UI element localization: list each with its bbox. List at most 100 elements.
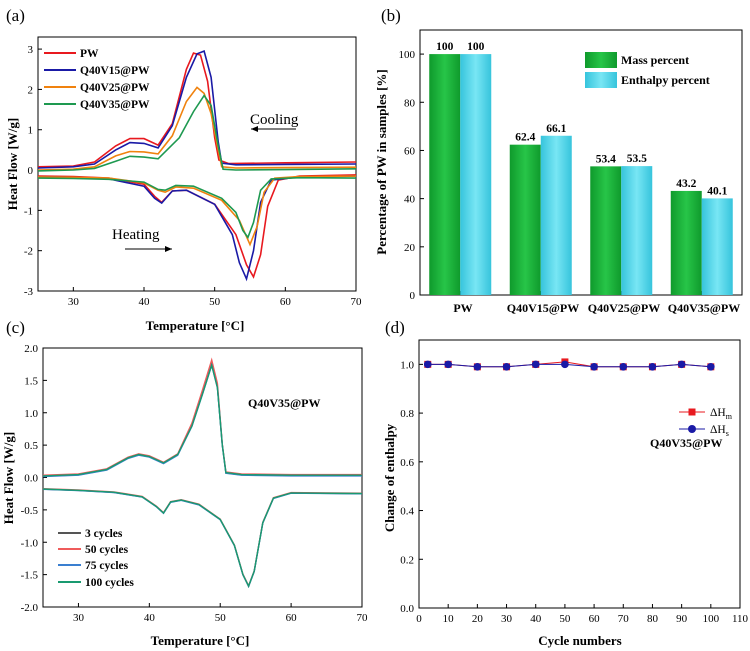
panel-c-y-tick-label: 2.0 — [24, 343, 38, 355]
panel-b-y-tick-label: 0 — [410, 290, 416, 302]
panel-b-bar-enthalpy-0 — [460, 54, 492, 295]
panel-c-cooling-curve-1 — [42, 357, 362, 476]
panel-a-x-tick-label: 60 — [280, 296, 292, 308]
panel-c: (c) 30 40 50 60 70 -2.0 -1.5 -1.0 -0.5 0.0 0.5 1.0 1… — [1, 318, 368, 648]
legend-d-dhm-name: ΔH — [710, 407, 726, 419]
panel-c-y-tick-label: -0.5 — [21, 505, 39, 517]
panel-a-heating-curve-1 — [37, 175, 357, 282]
panel-b-bar-value-label: 53.4 — [596, 153, 616, 165]
legend-c-label-50: 50 cycles — [85, 544, 129, 556]
panel-d-y-tick-label: 0.2 — [400, 554, 414, 566]
panel-a-heating-curve-3 — [37, 176, 357, 240]
panel-d-point-dhs — [423, 360, 432, 369]
panel-b-category-pw: PW — [453, 301, 472, 315]
panel-b-category-q40v25: Q40V25@PW — [588, 301, 661, 315]
legend-b-swatch-mass — [585, 52, 617, 68]
panel-b-bar-value-label: 53.5 — [627, 153, 647, 165]
panel-a-y-tick-label: -1 — [24, 205, 33, 217]
legend-b-label-enthalpy: Enthalpy percent — [621, 73, 710, 87]
panel-b-bar-enthalpy-3 — [701, 198, 733, 295]
panel-d-x-tick-label: 100 — [703, 613, 720, 625]
panel-b-y-tick-label: 100 — [399, 49, 416, 61]
panel-c-ticks: 30 40 50 60 70 -2.0 -1.5 -1.0 -0.5 0.0 0.5 1.0 1.5 2.… — [21, 343, 368, 624]
legend-c-label-3: 3 cycles — [85, 528, 123, 540]
panel-a-x-tick-label: 40 — [139, 296, 151, 308]
panel-a-label: (a) — [6, 6, 25, 25]
panel-c-y-tick-label: 0.0 — [24, 473, 38, 485]
legend-b-label-mass: Mass percent — [621, 53, 689, 67]
panel-d-point-dhs — [590, 363, 598, 371]
panel-c-cooling-curve-0 — [42, 361, 362, 477]
panel-c-y-axis-title: Heat Flow [W/g] — [1, 432, 16, 524]
panel-b-bar-value-label: 62.4 — [515, 132, 535, 144]
panel-d-point-dhs — [502, 363, 511, 371]
panel-d-y-axis-title: Change of enthalpy — [382, 423, 397, 532]
legend-d-dhs-sub: s — [726, 429, 729, 438]
panel-b-bar-value-label: 40.1 — [707, 185, 727, 197]
legend-d-label-dhs: ΔHs — [710, 424, 729, 438]
panel-c-y-tick-label: -2.0 — [21, 602, 39, 614]
panel-b-bar-enthalpy-2 — [621, 166, 653, 295]
panel-b-bars: 100 100 62.4 66.1 53.4 53.5 43.2 40.1 — [429, 41, 733, 295]
panel-a-y-tick-label: 0 — [28, 165, 34, 177]
panel-c-y-tick-label: 1.0 — [24, 408, 38, 420]
panel-b-legend: Mass percent Enthalpy percent — [585, 52, 710, 88]
legend-a-label-q40v35: Q40V35@PW — [80, 99, 150, 111]
panel-c-curves — [42, 357, 363, 589]
panel-c-y-tick-label: -1.0 — [21, 537, 39, 549]
panel-d-frame — [418, 339, 741, 609]
panel-d-point-dhs — [619, 363, 628, 371]
panel-b-y-tick-label: 40 — [404, 194, 416, 206]
panel-c-x-tick-label: 70 — [357, 612, 369, 624]
panel-d-points — [423, 358, 715, 371]
heating-annotation: Heating — [112, 227, 160, 243]
panel-d-legend: ΔHm ΔHs — [679, 407, 733, 438]
cooling-annotation: Cooling — [250, 112, 299, 128]
panel-d-series-line-1 — [427, 363, 711, 368]
cooling-arrowhead-icon — [251, 126, 258, 132]
panel-d-y-tick-label: 0.8 — [400, 408, 414, 420]
panel-d-y-tick-label: 0.6 — [400, 457, 414, 469]
panel-a-legend: PW Q40V15@PW Q40V25@PW Q40V35@PW — [44, 48, 150, 111]
panel-b-frame — [419, 29, 743, 296]
legend-d-dhs-name: ΔH — [710, 424, 726, 436]
panel-b-category-q40v15: Q40V15@PW — [507, 301, 580, 315]
panel-c-label: (c) — [6, 318, 25, 337]
panel-d-x-tick-label: 0 — [416, 613, 422, 625]
panel-d-x-tick-label: 40 — [530, 613, 542, 625]
panel-d-x-tick-label: 60 — [589, 613, 601, 625]
panel-b-bar-value-label: 43.2 — [676, 178, 696, 190]
panel-b-y-tick-label: 80 — [404, 97, 416, 109]
legend-c-label-100: 100 cycles — [85, 577, 134, 589]
panel-d-x-tick-label: 80 — [647, 613, 659, 625]
panel-c-x-tick-label: 50 — [215, 612, 227, 624]
panel-a-x-axis-title: Temperature [°C] — [146, 318, 245, 333]
panel-a-y-tick-label: -2 — [24, 246, 33, 258]
panel-d-y-tick-label: 0.4 — [400, 506, 414, 518]
panel-d-x-tick-label: 50 — [559, 613, 571, 625]
panel-d-ticks: 0 10 20 30 40 50 60 70 80 90 100 110 0.0 0.2 0.4 0.6 0.8… — [400, 359, 748, 625]
legend-a-label-pw: PW — [80, 48, 99, 60]
panel-c-legend: 3 cycles 50 cycles 75 cycles 100 cycles — [58, 528, 134, 589]
panel-b-y-tick-label: 20 — [404, 242, 416, 254]
panel-b-bar-mass-0 — [429, 54, 461, 295]
panel-d-x-tick-label: 10 — [443, 613, 455, 625]
panel-d: (d) 0 10 20 30 40 50 60 70 80 90 100 110 0.0 0.2 0.4 0.… — [382, 318, 749, 648]
panel-a-curves — [37, 50, 357, 282]
legend-d-label-dhm: ΔHm — [710, 407, 733, 421]
panel-d-point-dhs — [677, 360, 686, 369]
panel-a-cooling-curve-2 — [37, 86, 357, 171]
panel-d-label: (d) — [385, 318, 405, 337]
legend-c-label-75: 75 cycles — [85, 560, 129, 572]
legend-d-swatch-dhm-marker — [688, 408, 696, 416]
panel-c-sample-label: Q40V35@PW — [248, 396, 321, 410]
legend-a-label-q40v15: Q40V15@PW — [80, 65, 150, 77]
panel-a-y-tick-label: 2 — [28, 84, 34, 96]
panel-d-point-dhs — [531, 360, 540, 369]
panel-c-x-axis-title: Temperature [°C] — [151, 633, 250, 648]
panel-a-y-tick-label: -3 — [24, 286, 34, 298]
panel-d-y-tick-label: 0.0 — [400, 603, 414, 615]
panel-a-cooling-curve-1 — [37, 50, 357, 169]
panel-c-heating-curve-3 — [42, 488, 363, 588]
